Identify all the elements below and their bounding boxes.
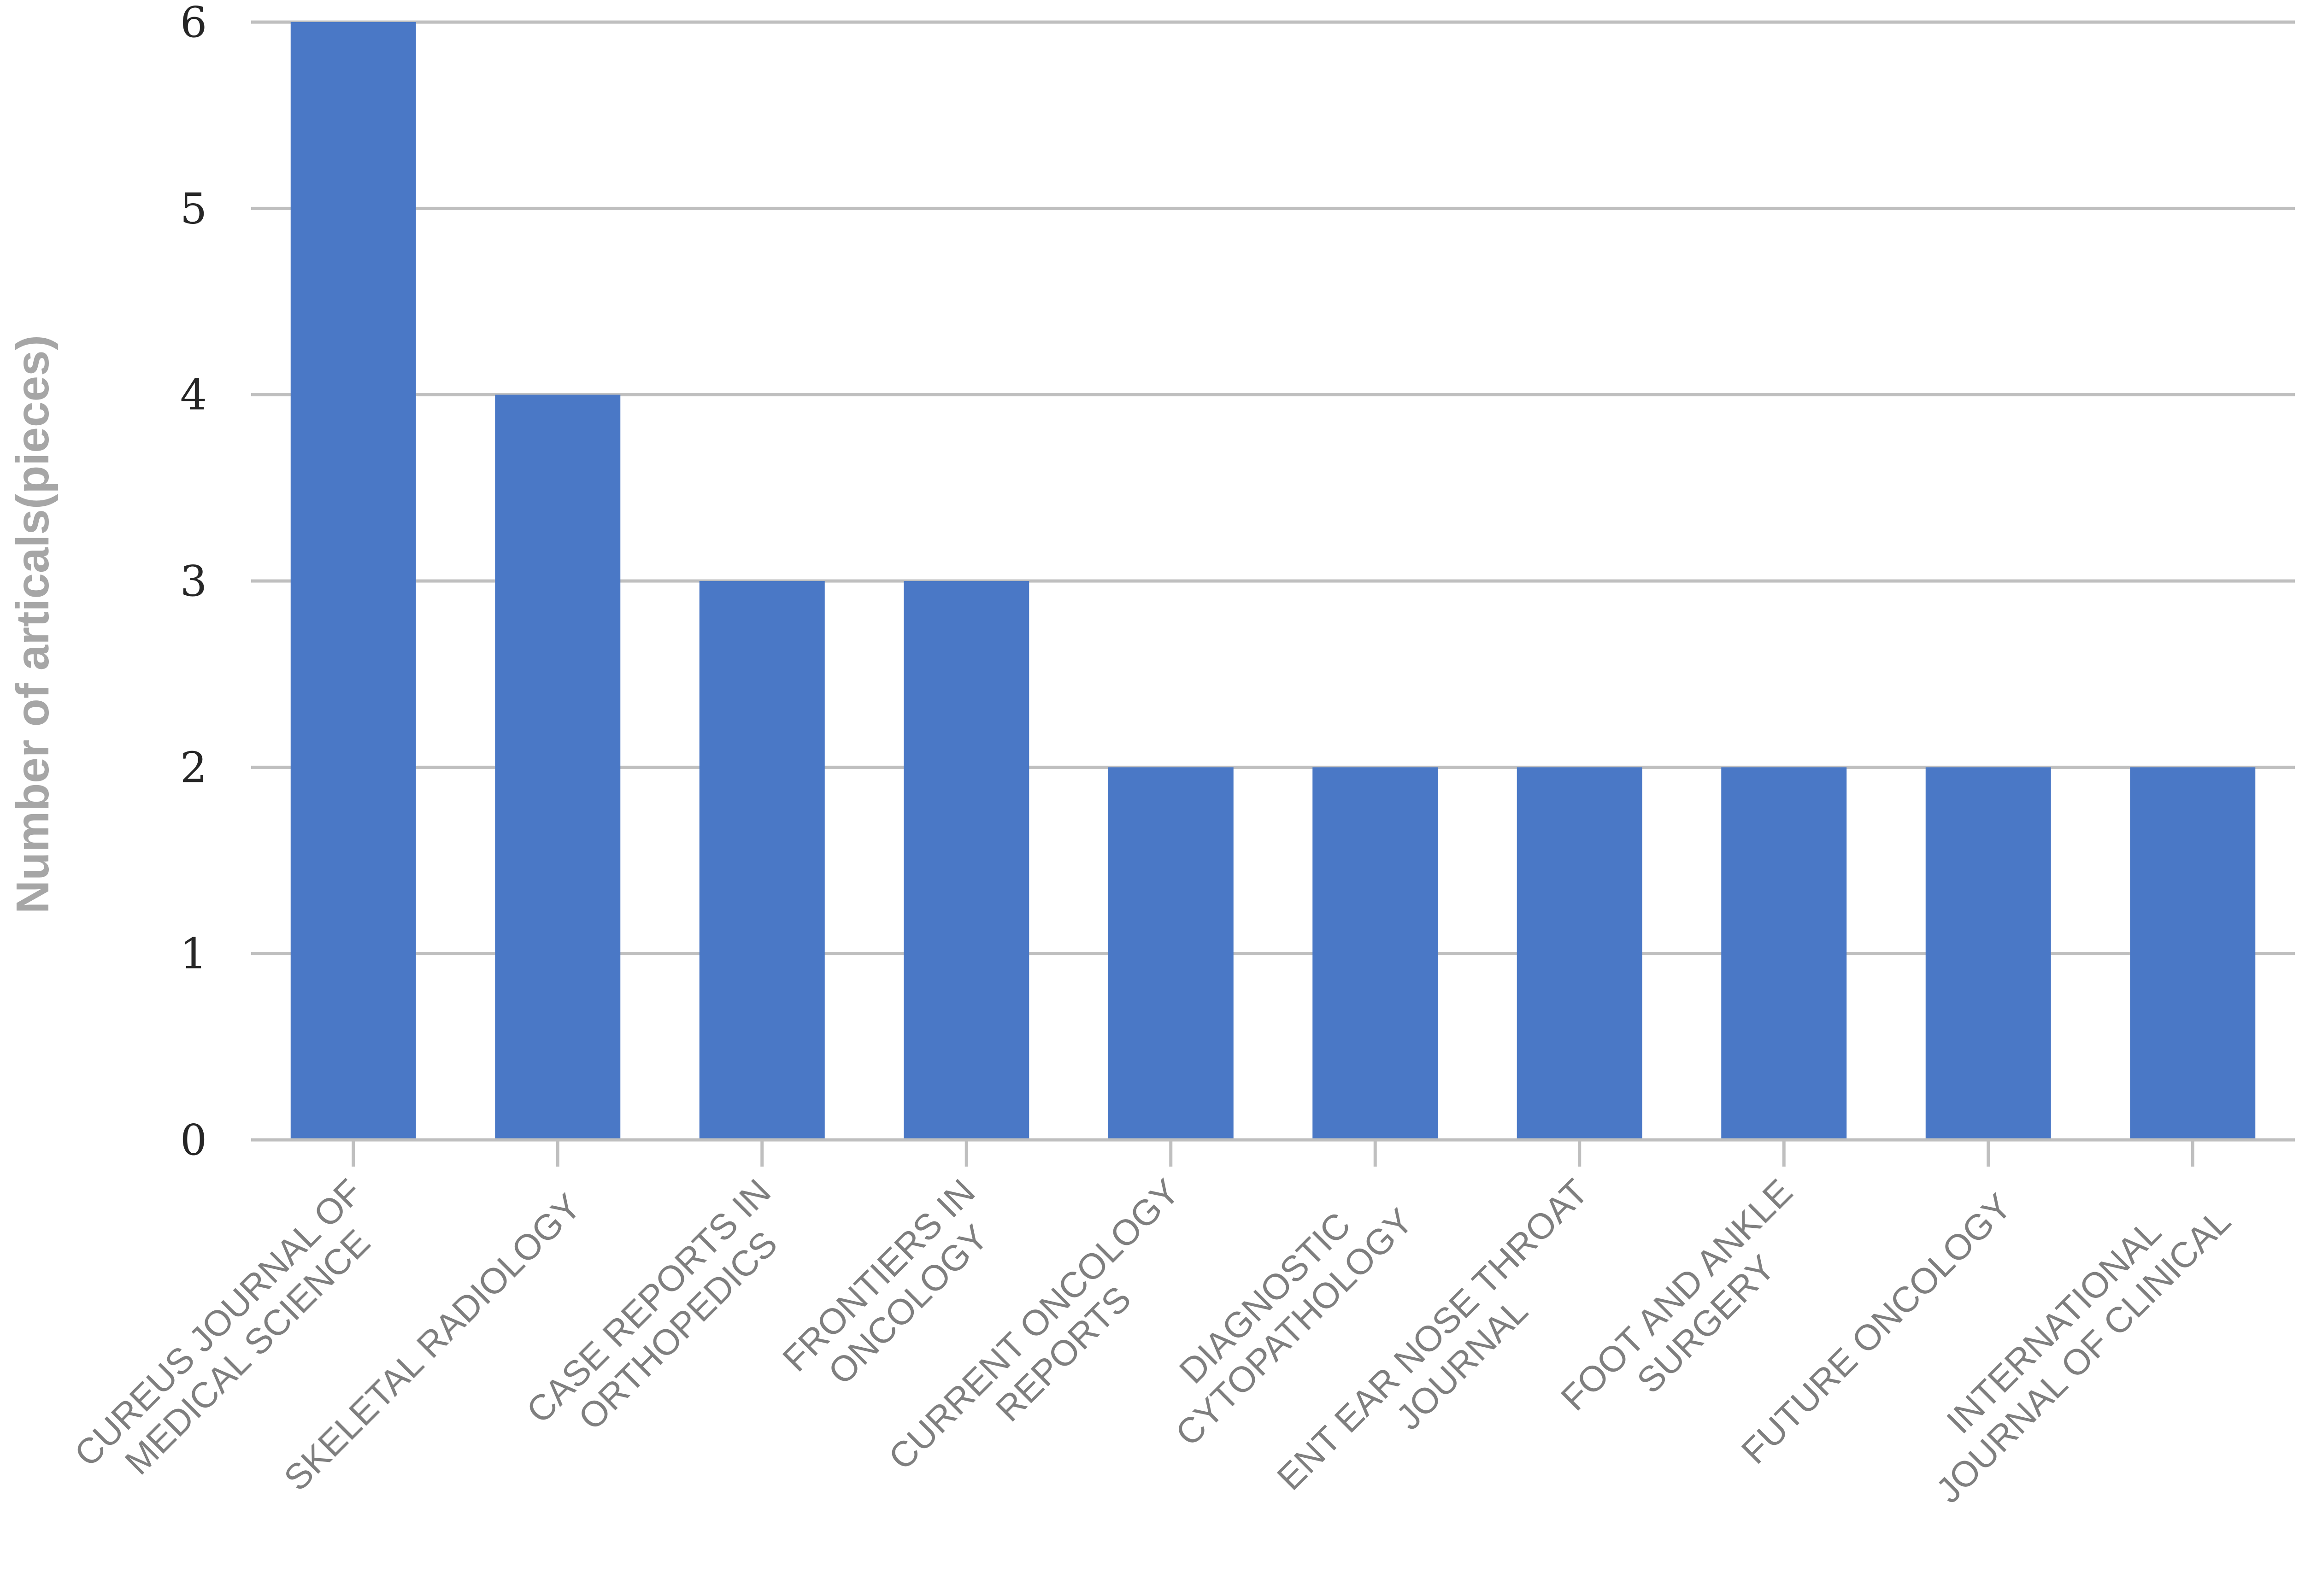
bar-6 [1312, 767, 1438, 1140]
y-tick-label-0: 0 [180, 1115, 207, 1165]
bar-1 [290, 22, 416, 1140]
bar-9 [1925, 767, 2051, 1140]
x-tick-label: CYTOPATHOLOGY [1168, 1201, 1421, 1454]
bar-7 [1517, 767, 1642, 1140]
bars [290, 22, 2256, 1140]
bar-2 [495, 394, 621, 1140]
y-tick-label-3: 3 [180, 557, 207, 606]
y-tick-label-2: 2 [180, 743, 207, 792]
y-tick-label-6: 6 [180, 0, 207, 47]
bar-8 [1721, 767, 1847, 1140]
y-tick-label-1: 1 [180, 929, 207, 979]
bar-5 [1108, 767, 1234, 1140]
bar-4 [904, 581, 1029, 1140]
bar-10 [2130, 767, 2256, 1140]
y-axis-tick-labels: 0 1 2 3 4 5 6 [180, 0, 207, 1165]
y-tick-label-5: 5 [180, 184, 207, 233]
y-tick-label-4: 4 [180, 370, 207, 420]
bar-3 [699, 581, 825, 1140]
y-axis-title: Number of articals(pieces) [7, 335, 59, 914]
x-axis [251, 1138, 2295, 1167]
